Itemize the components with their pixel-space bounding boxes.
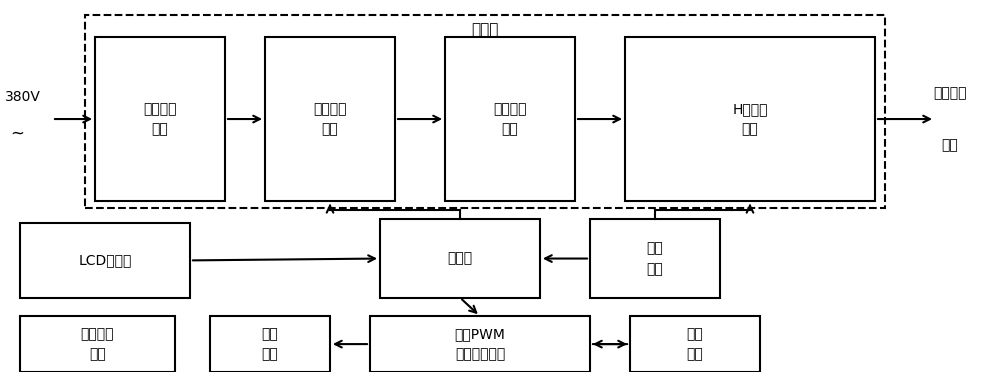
Text: H桥斩波
电路: H桥斩波 电路 — [732, 102, 768, 137]
Text: 380V: 380V — [5, 90, 41, 104]
Text: ~: ~ — [10, 125, 24, 143]
Text: 辅助电源
电路: 辅助电源 电路 — [81, 327, 114, 362]
Bar — [380, 219, 540, 298]
Text: 数字PWM
脉冲产生电路: 数字PWM 脉冲产生电路 — [455, 327, 505, 362]
Text: 驱动
电路: 驱动 电路 — [262, 327, 278, 362]
Text: 全桥逆变
电路: 全桥逆变 电路 — [313, 102, 347, 137]
Text: 输出: 输出 — [942, 138, 958, 152]
Text: 双向脉冲: 双向脉冲 — [933, 86, 967, 100]
Text: 单片机: 单片机 — [447, 251, 473, 266]
Bar — [445, 37, 575, 201]
Bar — [265, 37, 395, 201]
Bar — [95, 37, 225, 201]
Text: 驱动
电路: 驱动 电路 — [687, 327, 703, 362]
Text: LCD触摸屏: LCD触摸屏 — [78, 253, 132, 267]
Bar — [625, 37, 875, 201]
Bar — [85, 15, 885, 208]
Bar — [20, 223, 190, 298]
Bar — [630, 316, 760, 372]
Bar — [210, 316, 330, 372]
Text: 三相整流
电路: 三相整流 电路 — [143, 102, 177, 137]
Bar — [370, 316, 590, 372]
Bar — [590, 219, 720, 298]
Bar — [20, 316, 175, 372]
Text: 测量
电路: 测量 电路 — [647, 241, 663, 276]
Text: 主电路: 主电路 — [471, 22, 499, 37]
Text: 全波整流
电路: 全波整流 电路 — [493, 102, 527, 137]
